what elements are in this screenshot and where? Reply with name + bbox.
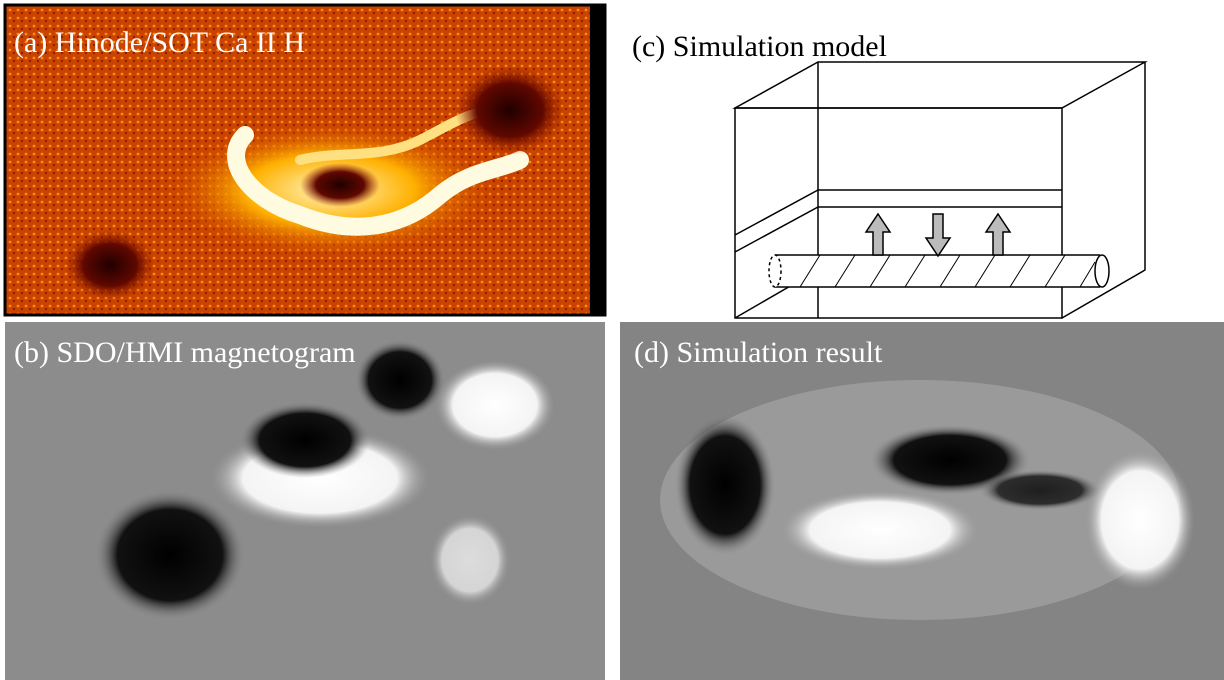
arrow-up [866,214,890,255]
sunspot [300,163,380,207]
arrow-up [986,214,1010,255]
figure: (a) Hinode/SOT Ca II H (c) Simulation mo… [0,0,1224,680]
panel-label: (a) Hinode/SOT Ca II H [14,26,305,59]
sunspot [65,230,155,300]
arrow-down [926,214,950,256]
negative-region [675,415,775,555]
image-edge [590,5,605,315]
flux-tube [769,255,1109,287]
figure-canvas: (a) Hinode/SOT Ca II H (c) Simulation mo… [0,0,1224,680]
panel-label: (c) Simulation model [632,30,887,63]
negative-polarity [355,340,445,420]
panel-b: (b) SDO/HMI magnetogram [5,322,605,680]
negative-polarity [240,402,370,478]
panel-c: (c) Simulation model [632,30,1145,318]
negative-polarity [95,490,245,620]
panel-d: (d) Simulation result [620,322,1224,680]
tube-end [769,255,781,287]
tube-end [1095,255,1109,287]
panel-label: (b) SDO/HMI magnetogram [14,336,356,369]
negative-region [980,470,1100,510]
panel-label: (d) Simulation result [634,336,883,369]
sunspot [455,65,565,155]
box-top [735,62,1145,108]
positive-polarity [430,515,510,605]
tube-body [775,255,1100,287]
positive-region [780,490,980,570]
layer-boundary [735,190,1062,252]
positive-region [1085,450,1195,590]
panel-a: (a) Hinode/SOT Ca II H [5,5,605,315]
positive-polarity [435,360,555,450]
